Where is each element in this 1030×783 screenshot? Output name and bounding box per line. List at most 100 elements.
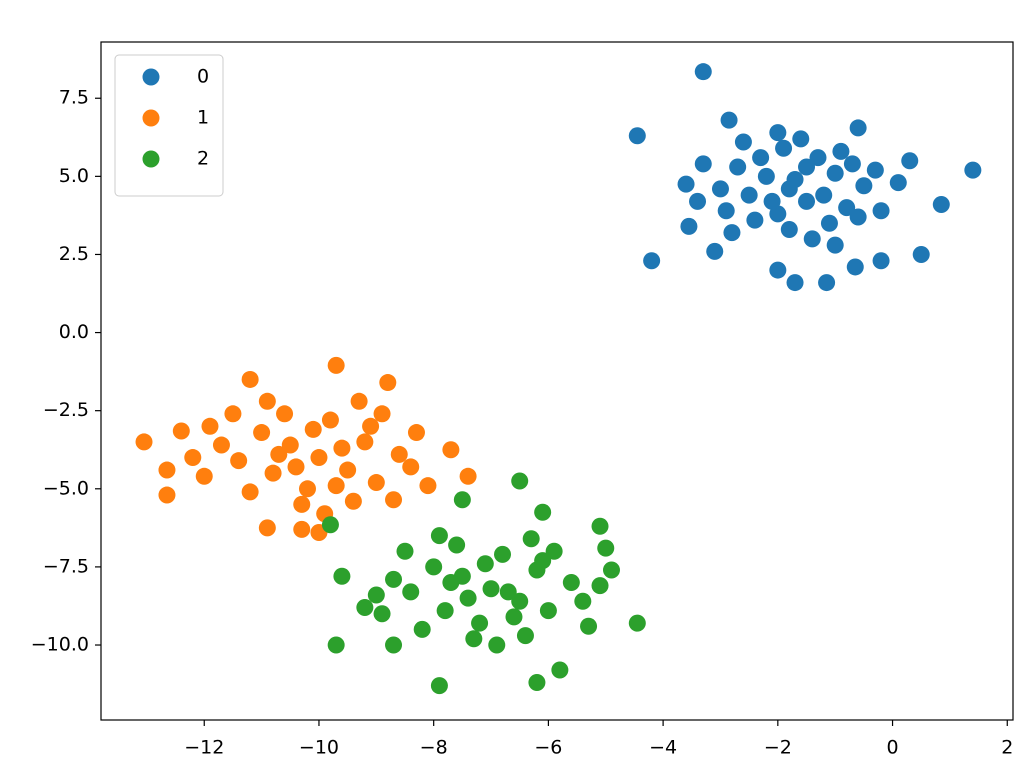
point [534,552,552,570]
point [849,208,867,226]
x-tick-label: −6 [534,737,562,759]
point [339,461,357,479]
point [276,405,294,423]
point [780,220,798,238]
point [344,492,362,510]
point [872,202,890,220]
point [706,242,724,260]
point [872,252,890,270]
point [680,217,698,235]
point [413,620,431,638]
point [293,495,311,513]
point [562,574,580,592]
point [505,608,523,626]
point [425,558,443,576]
point [545,542,563,560]
point [711,180,729,198]
point [855,177,873,195]
point [293,520,311,538]
point [826,236,844,254]
point [786,274,804,292]
legend-marker [142,68,160,86]
point [580,617,598,635]
point [628,127,646,145]
point [212,436,230,454]
point [195,467,213,485]
point [846,258,864,276]
x-tick-label: −4 [649,737,677,759]
point [591,577,609,595]
legend-label: 1 [197,107,209,129]
point [367,586,385,604]
point [482,580,500,598]
point [402,583,420,601]
point [281,436,299,454]
point [476,555,494,573]
x-tick-label: 0 [887,737,899,759]
point [932,195,950,213]
point [333,439,351,457]
point [798,158,816,176]
point [757,167,775,185]
point [820,214,838,232]
point [430,677,448,695]
point [304,420,322,438]
point [511,592,529,610]
point [373,605,391,623]
point [442,441,460,459]
y-tick-label: −2.5 [43,399,89,421]
point [172,422,190,440]
point [442,574,460,592]
point [327,477,345,495]
x-tick-label: −8 [420,737,448,759]
point [241,370,259,388]
point [448,536,466,554]
legend-label: 2 [197,148,209,170]
point [499,583,517,601]
point [628,614,646,632]
point [522,530,540,548]
point [769,261,787,279]
point [809,149,827,167]
point [327,356,345,374]
point [385,570,403,588]
point [350,392,368,410]
point [717,202,735,220]
point [769,124,787,142]
y-tick-label: −7.5 [43,555,89,577]
y-tick-label: −10.0 [31,634,89,656]
legend-label: 0 [197,66,209,88]
point [734,133,752,151]
point [729,158,747,176]
point [224,405,242,423]
point [407,424,425,442]
y-tick-label: −5.0 [43,477,89,499]
point [253,424,271,442]
point [694,155,712,173]
y-tick-label: 7.5 [59,87,89,109]
point [838,199,856,217]
point [287,458,305,476]
point [135,433,153,451]
y-tick-label: 0.0 [59,321,89,343]
point [964,161,982,179]
point [775,139,793,157]
point [321,411,339,429]
point [419,477,437,495]
point [694,63,712,81]
point [488,636,506,654]
point [362,417,380,435]
point [310,449,328,467]
point [158,486,176,504]
point [763,192,781,210]
point [786,170,804,188]
x-tick-label: −2 [764,737,792,759]
y-tick-label: 5.0 [59,165,89,187]
point [901,152,919,170]
point [591,517,609,535]
point [379,374,397,392]
point [539,602,557,620]
x-tick-label: −10 [299,737,339,759]
point [792,130,810,148]
point [912,245,930,263]
